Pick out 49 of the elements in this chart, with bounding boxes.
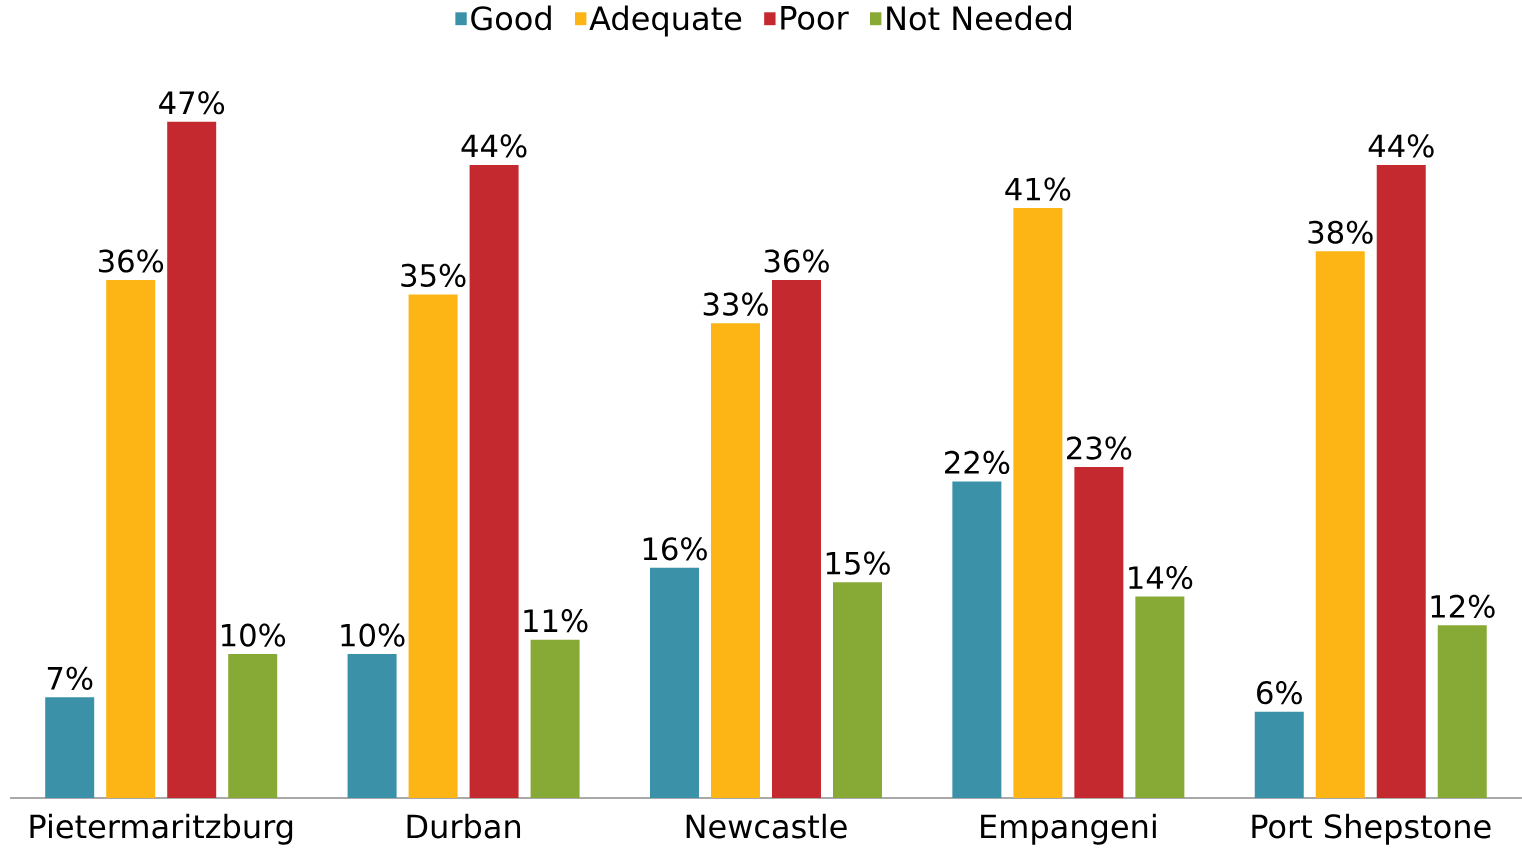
bar — [1013, 208, 1063, 798]
x-tick-label: Pietermaritzburg — [30, 813, 293, 845]
data-label: 44% — [461, 134, 527, 158]
data-label: 12% — [1431, 594, 1495, 618]
bar — [167, 121, 217, 798]
bar — [1437, 625, 1487, 798]
bar — [1315, 251, 1365, 798]
data-label: 15% — [826, 551, 890, 575]
legend-label: Adequate — [589, 5, 742, 37]
bar — [530, 639, 580, 798]
data-label: 16% — [643, 537, 707, 561]
legend-label: Good — [471, 5, 551, 31]
data-label: 14% — [1129, 565, 1193, 590]
bar — [408, 294, 458, 798]
legend-label: Not Needed — [887, 5, 1071, 31]
data-label: 6% — [1257, 681, 1302, 705]
data-label: 35% — [401, 263, 466, 288]
bar — [1135, 596, 1185, 798]
bar — [952, 481, 1002, 798]
data-label: 22% — [945, 450, 1010, 475]
bar — [1074, 467, 1124, 798]
bar — [649, 567, 699, 798]
data-label: 44% — [1368, 134, 1434, 158]
data-label: 36% — [98, 249, 164, 273]
data-label: 10% — [221, 623, 286, 647]
bar — [1376, 164, 1426, 798]
data-label: 47% — [159, 91, 225, 115]
legend-label: Poor — [781, 6, 849, 30]
bar — [228, 654, 278, 798]
data-label: 33% — [703, 292, 768, 316]
bar — [1254, 711, 1304, 798]
data-label: 41% — [1005, 177, 1071, 201]
data-label: 7% — [47, 666, 93, 690]
bar — [469, 164, 519, 798]
x-tick-label: Newcastle — [686, 813, 847, 839]
bar — [832, 582, 882, 798]
bar — [347, 654, 397, 798]
data-label: 10% — [341, 623, 405, 647]
data-label: 38% — [1308, 220, 1373, 244]
bar — [45, 697, 95, 798]
data-label: 36% — [764, 249, 829, 273]
x-tick-label: Port Shepstone — [1252, 813, 1491, 845]
bar — [106, 279, 156, 798]
bar — [771, 279, 821, 798]
bar — [710, 323, 760, 798]
data-label: 23% — [1067, 436, 1132, 460]
x-tick-label: Empangeni — [981, 813, 1156, 845]
data-label: 11% — [524, 609, 588, 633]
x-tick-label: Durban — [407, 813, 521, 839]
